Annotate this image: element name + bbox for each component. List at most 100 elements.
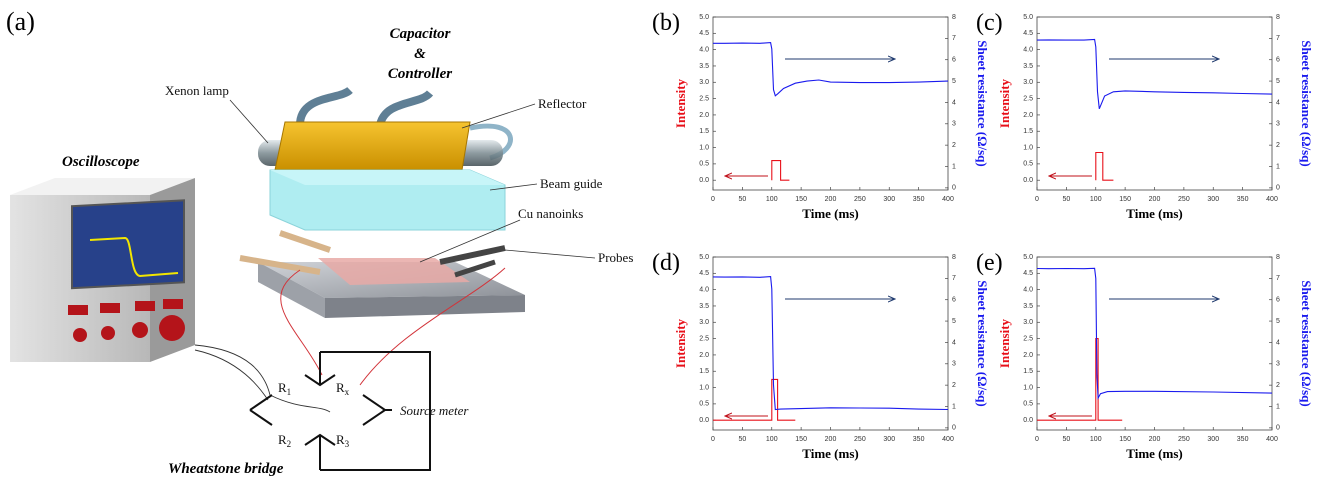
- y-tick-label: 4.5: [699, 30, 709, 37]
- x-tick-label: 200: [825, 436, 837, 443]
- beam-guide-top: [270, 170, 505, 185]
- y-tick-label: 1.0: [1023, 384, 1033, 391]
- x-tick-label: 300: [883, 436, 895, 443]
- data-line: [1036, 38, 1273, 110]
- x-tick-label: 400: [942, 196, 954, 203]
- x-tick-label: 350: [913, 196, 925, 203]
- x-tick-label: 50: [1062, 436, 1070, 443]
- chart: 0.0 0.5 1.0 1.5 2.0 2.5 3.0 3.5 4.0 4.5 5.0 0 1 2 3 4 5 6…: [976, 10, 1314, 221]
- y2-axis-label: Sheet resistance (Ω/sq): [975, 40, 990, 166]
- y-tick-label: 3.0: [1023, 79, 1033, 86]
- y-tick-label: 2.0: [699, 352, 709, 359]
- y-tick-label: 1.5: [1023, 368, 1033, 375]
- data-line: [1037, 338, 1123, 421]
- probe: [454, 259, 496, 278]
- y2-axis-label: Sheet resistance (Ω/sq): [975, 280, 990, 406]
- capacitor-label: &: [414, 46, 426, 62]
- y-tick-label: 3.5: [1023, 303, 1033, 310]
- x-tick-label: 0: [711, 196, 715, 203]
- y-tick-label: 4.5: [1023, 30, 1033, 37]
- reflector-label: Reflector: [538, 96, 587, 111]
- x-tick-label: 250: [854, 436, 866, 443]
- y-tick-label: 2.5: [699, 335, 709, 342]
- y2-tick-label: 3: [1276, 361, 1280, 368]
- y-tick-label: 2.0: [699, 112, 709, 119]
- data-line: [713, 42, 949, 97]
- x-tick-label: 150: [795, 436, 807, 443]
- wire: [194, 349, 269, 401]
- y2-tick-label: 5: [952, 318, 956, 325]
- x-tick-label: 350: [1237, 436, 1249, 443]
- x-tick-label: 150: [1119, 436, 1131, 443]
- y2-tick-label: 1: [952, 163, 956, 170]
- y2-tick-label: 5: [1276, 78, 1280, 85]
- x-axis-label: Time (ms): [802, 206, 858, 221]
- y2-tick-label: 0: [952, 185, 956, 192]
- y-tick-label: 5.0: [699, 14, 709, 21]
- y-axis-label: Intensity: [997, 318, 1012, 368]
- y2-tick-label: 2: [1276, 142, 1280, 149]
- hose: [296, 86, 353, 126]
- y-tick-label: 3.0: [1023, 319, 1033, 326]
- chart: 0.0 0.5 1.0 1.5 2.0 2.5 3.0 3.5 4.0 4.5 5.0 0 1 2 3 4 5 6…: [652, 250, 990, 461]
- y-tick-label: 4.0: [699, 46, 709, 53]
- y2-tick-label: 7: [952, 35, 956, 42]
- oscilloscope-top: [10, 178, 195, 195]
- capacitor-label: Capacitor: [390, 26, 451, 42]
- beam-guide-label: Beam guide: [540, 176, 603, 191]
- y2-tick-label: 6: [952, 297, 956, 304]
- y-tick-label: 4.0: [699, 286, 709, 293]
- panel-label: (c): [976, 10, 1003, 36]
- y-tick-label: 2.0: [1023, 352, 1033, 359]
- y-tick-label: 1.0: [699, 384, 709, 391]
- probe: [439, 245, 506, 265]
- y2-tick-label: 1: [952, 403, 956, 410]
- x-tick-label: 250: [854, 196, 866, 203]
- y2-tick-label: 2: [952, 142, 956, 149]
- x-tick-label: 100: [1090, 196, 1102, 203]
- y2-tick-label: 8: [1276, 254, 1280, 261]
- x-axis-label: Time (ms): [802, 446, 858, 461]
- resistor-label: R2: [278, 432, 291, 449]
- x-tick-label: 300: [1207, 196, 1219, 203]
- panel-label: (b): [652, 10, 680, 36]
- y2-tick-label: 4: [1276, 99, 1280, 106]
- y-tick-label: 2.5: [1023, 335, 1033, 342]
- x-tick-label: 200: [1149, 196, 1161, 203]
- x-tick-label: 100: [1090, 436, 1102, 443]
- data-line: [712, 276, 949, 411]
- y-tick-label: 3.5: [699, 303, 709, 310]
- x-tick-label: 200: [825, 196, 837, 203]
- x-tick-label: 300: [1207, 436, 1219, 443]
- x-tick-label: 0: [1035, 436, 1039, 443]
- y2-tick-label: 7: [952, 275, 956, 282]
- y-tick-label: 2.5: [699, 95, 709, 102]
- y-tick-label: 3.0: [699, 319, 709, 326]
- chart: 0.0 0.5 1.0 1.5 2.0 2.5 3.0 3.5 4.0 4.5 5.0 0 1 2 3 4 5 6…: [652, 10, 990, 221]
- wire: [194, 344, 331, 413]
- leader-line: [504, 249, 596, 259]
- y-tick-label: 0.0: [1023, 177, 1033, 184]
- y2-tick-label: 8: [952, 14, 956, 21]
- cu-film: [318, 258, 470, 285]
- y-tick-label: 5.0: [699, 254, 709, 261]
- source-meter-label: Source meter: [400, 403, 469, 418]
- probes-label: Probes: [598, 250, 633, 265]
- y-tick-label: 4.0: [1023, 46, 1033, 53]
- y-tick-label: 1.5: [699, 128, 709, 135]
- y2-tick-label: 3: [952, 361, 956, 368]
- y-axis-label: Intensity: [673, 318, 688, 368]
- y2-tick-label: 1: [1276, 163, 1280, 170]
- y-tick-label: 0.0: [1023, 417, 1033, 424]
- y2-tick-label: 7: [1276, 35, 1280, 42]
- probe: [279, 230, 331, 253]
- leader-line: [489, 183, 538, 191]
- x-tick-label: 350: [1237, 196, 1249, 203]
- x-axis-label: Time (ms): [1126, 446, 1182, 461]
- y2-tick-label: 6: [1276, 57, 1280, 64]
- diagram: (a) Capacitor & Controller Xenon lamp Re…: [6, 7, 633, 477]
- x-tick-label: 100: [766, 436, 778, 443]
- y2-tick-label: 7: [1276, 275, 1280, 282]
- y-tick-label: 0.5: [1023, 161, 1033, 168]
